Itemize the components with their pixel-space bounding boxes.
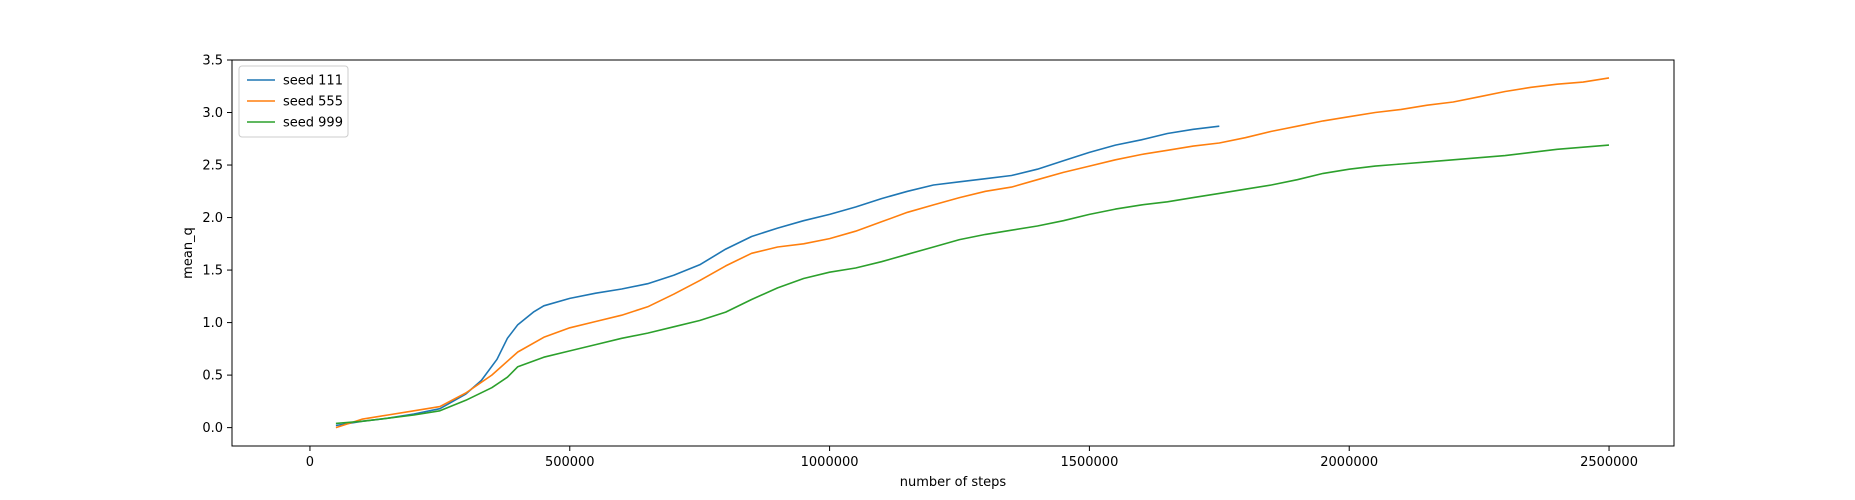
x-tick-label: 1000000 [801, 455, 859, 470]
y-tick-label: 1.5 [202, 264, 223, 279]
y-tick-label: 0.0 [202, 421, 223, 436]
legend-box [238, 65, 349, 138]
legend-label: seed 999 [283, 116, 343, 131]
y-axis-label: mean_q [181, 227, 196, 279]
legend-label: seed 555 [283, 95, 343, 110]
y-tick-label: 0.5 [202, 369, 223, 384]
legend-label: seed 111 [283, 74, 343, 89]
axis-layer: 0 500000 1000000 1500000 2000000 2500000 0.0 0.… [202, 54, 1638, 471]
y-tick-label: 1.0 [202, 316, 223, 331]
series-layer [335, 77, 1610, 429]
series-line-seed-111 [335, 125, 1220, 427]
y-tick-label: 2.5 [202, 159, 223, 174]
y-tick-label: 2.0 [202, 211, 223, 226]
y-tick-label: 3.5 [202, 54, 223, 69]
y-tick-label: 3.0 [202, 106, 223, 121]
x-tick-label: 0 [306, 455, 314, 470]
x-axis-label: number of steps [900, 475, 1007, 490]
x-tick-label: 500000 [545, 455, 595, 470]
plot-frame [231, 59, 1675, 447]
legend: seed 111 seed 555 seed 999 [238, 65, 349, 138]
x-tick-label: 2000000 [1320, 455, 1378, 470]
x-tick-label: 1500000 [1060, 455, 1118, 470]
plot-area [232, 60, 1674, 446]
x-tick-label: 2500000 [1580, 455, 1638, 470]
series-line-seed-555 [335, 77, 1610, 429]
series-line-seed-999 [335, 144, 1610, 425]
